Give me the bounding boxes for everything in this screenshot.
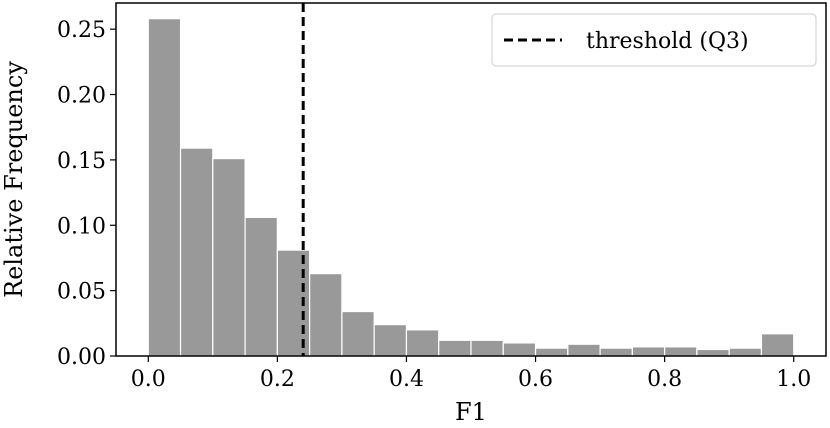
legend-box (491, 13, 817, 67)
histogram-bar (664, 346, 698, 357)
histogram-bar (728, 347, 763, 357)
x-axis-label: F1 (455, 398, 487, 426)
histogram-bar (470, 339, 504, 357)
histogram-bar (341, 310, 375, 357)
y-tick-label: 0.20 (57, 84, 106, 109)
y-tick-label: 0.25 (57, 18, 106, 43)
y-tick-label: 0.00 (57, 345, 106, 370)
histogram-bar (599, 347, 633, 357)
x-tick-label: 0.0 (131, 367, 166, 392)
histogram-bar (405, 329, 440, 357)
legend-threshold-label: threshold (Q3) (586, 29, 749, 54)
x-tick-label: 1.0 (776, 367, 811, 392)
histogram-bar (373, 324, 408, 357)
histogram-bar (567, 343, 601, 357)
histogram-bar (696, 348, 730, 357)
histogram-bar (179, 147, 214, 357)
x-tick-label: 0.6 (518, 367, 553, 392)
histogram-bar (438, 339, 472, 357)
histogram-bar (147, 18, 182, 357)
histogram-bar (534, 347, 569, 357)
histogram-bar (244, 216, 278, 357)
y-tick-label: 0.05 (57, 280, 106, 305)
y-axis-label: Relative Frequency (0, 61, 28, 298)
legend: threshold (Q3) (491, 13, 817, 67)
histogram-bar (760, 333, 795, 357)
histogram-bar (502, 342, 537, 357)
y-tick-label: 0.10 (57, 214, 106, 239)
y-tick-label: 0.15 (57, 149, 106, 174)
x-tick-label: 0.8 (647, 367, 682, 392)
histogram-bar (276, 249, 311, 357)
plot-frame (115, 2, 827, 357)
x-tick-label: 0.4 (389, 367, 424, 392)
histogram-bar (631, 346, 666, 357)
bars-group (147, 18, 795, 357)
x-tick-label: 0.2 (260, 367, 295, 392)
histogram-bar (212, 157, 246, 357)
y-axis-ticks: 0.00 0.05 0.10 0.15 0.20 0.25 (57, 18, 116, 370)
x-axis-ticks: 0.0 0.2 0.4 0.6 0.8 1.0 (131, 356, 811, 392)
histogram-bar (309, 273, 343, 357)
